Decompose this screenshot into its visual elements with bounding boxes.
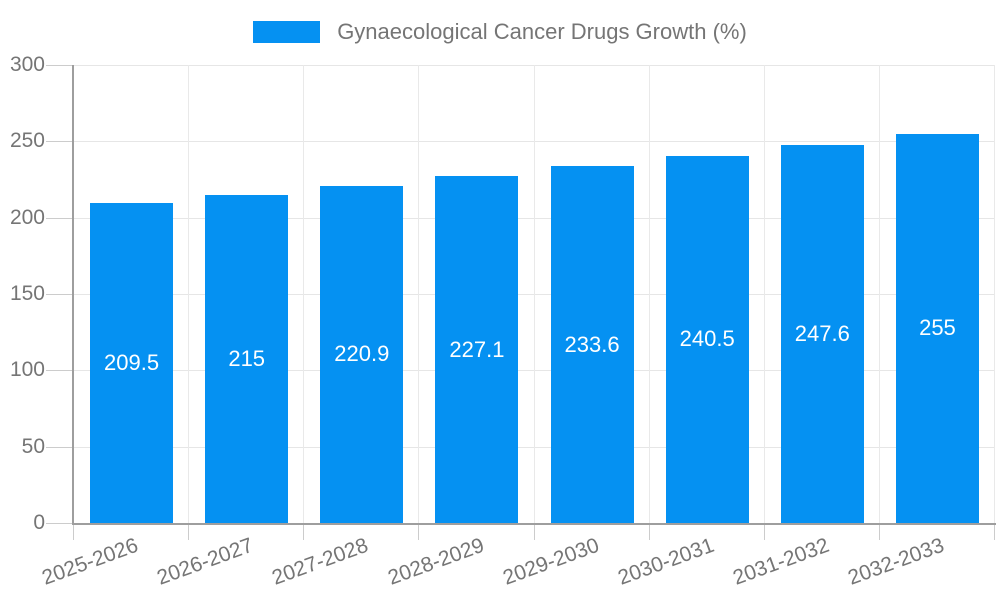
y-axis-tick-label: 150 (9, 282, 45, 305)
y-axis-tick (46, 523, 72, 524)
y-axis-tick (46, 65, 72, 66)
gridline-horizontal (74, 294, 995, 295)
x-axis-category-label: 2030-2031 (614, 533, 717, 590)
plot-area: 0 50 100 150 200 250 300 209.5 215 220.9 227.1 233.… (10, 53, 996, 590)
gridline-vertical (533, 65, 535, 523)
y-axis-tick-label: 0 (33, 511, 45, 534)
legend-swatch-icon (253, 21, 321, 43)
x-axis-tick (763, 523, 765, 540)
legend: Gynaecological Cancer Drugs Growth (%) (0, 15, 1000, 49)
legend-label: Gynaecological Cancer Drugs Growth (%) (337, 19, 747, 44)
gridline-vertical (763, 65, 765, 523)
bar-value-label: 233.6 (564, 331, 620, 357)
bar-2026-2027[interactable]: 215 (205, 194, 289, 523)
x-axis-tick (418, 523, 420, 540)
y-axis-tick-label: 300 (9, 53, 45, 76)
bar-2025-2026[interactable]: 209.5 (90, 203, 174, 523)
y-axis-tick (46, 446, 72, 448)
y-axis-tick-label: 200 (9, 205, 45, 229)
x-axis-tick (188, 523, 190, 540)
x-axis-category-label: 2032-2033 (844, 533, 948, 590)
bar-value-label: 220.9 (334, 341, 390, 367)
bar-2030-2031[interactable]: 240.5 (665, 155, 749, 523)
x-axis-tick (994, 523, 995, 540)
x-axis-line (72, 523, 996, 525)
x-axis-tick (878, 523, 880, 540)
x-axis-tick (533, 523, 535, 540)
gridline-vertical (878, 65, 880, 523)
y-axis-line (72, 65, 74, 523)
bar-value-label: 247.6 (794, 321, 850, 346)
x-axis-category-label: 2029-2030 (499, 533, 602, 590)
gridline-vertical (648, 65, 650, 523)
legend-item[interactable]: Gynaecological Cancer Drugs Growth (%) (253, 19, 747, 45)
bar-2032-2033[interactable]: 255 (895, 133, 979, 523)
bar-2027-2028[interactable]: 220.9 (320, 185, 404, 523)
bar-value-label: 209.5 (104, 350, 160, 376)
y-axis-tick (46, 370, 72, 372)
y-axis-tick (46, 217, 72, 219)
gridline-vertical (994, 65, 995, 523)
x-axis-tick (648, 523, 650, 540)
gridline-horizontal (74, 370, 995, 372)
x-axis-tick (73, 523, 74, 540)
gridline-horizontal (74, 217, 995, 219)
gridline-vertical (188, 65, 190, 523)
bar-2029-2030[interactable]: 233.6 (550, 166, 634, 523)
y-axis-tick-label: 50 (21, 434, 45, 458)
x-axis-category-label: 2027-2028 (269, 533, 372, 590)
y-axis-tick-label: 100 (9, 358, 45, 382)
bar-2031-2032[interactable]: 247.6 (780, 145, 864, 523)
gridline-horizontal (74, 446, 995, 448)
gridline-vertical (303, 65, 305, 523)
x-axis-category-label: 2028-2029 (384, 533, 487, 590)
gridline-vertical (418, 65, 420, 523)
y-axis-tick-label: 250 (9, 129, 45, 153)
x-axis-tick (303, 523, 305, 540)
gridline-horizontal (74, 141, 995, 143)
bar-value-label: 227.1 (449, 336, 505, 362)
bar-value-label: 215 (228, 345, 266, 371)
bar-value-label: 240.5 (679, 326, 735, 352)
x-axis-category-label: 2025-2026 (39, 533, 142, 590)
x-axis-category-label: 2026-2027 (154, 533, 257, 590)
bar-value-label: 255 (919, 315, 956, 341)
y-axis-tick (46, 141, 72, 143)
x-axis-category-label: 2031-2032 (729, 533, 833, 590)
gridline-horizontal (74, 65, 995, 66)
bar-2028-2029[interactable]: 227.1 (435, 176, 519, 523)
y-axis-tick (46, 294, 72, 295)
